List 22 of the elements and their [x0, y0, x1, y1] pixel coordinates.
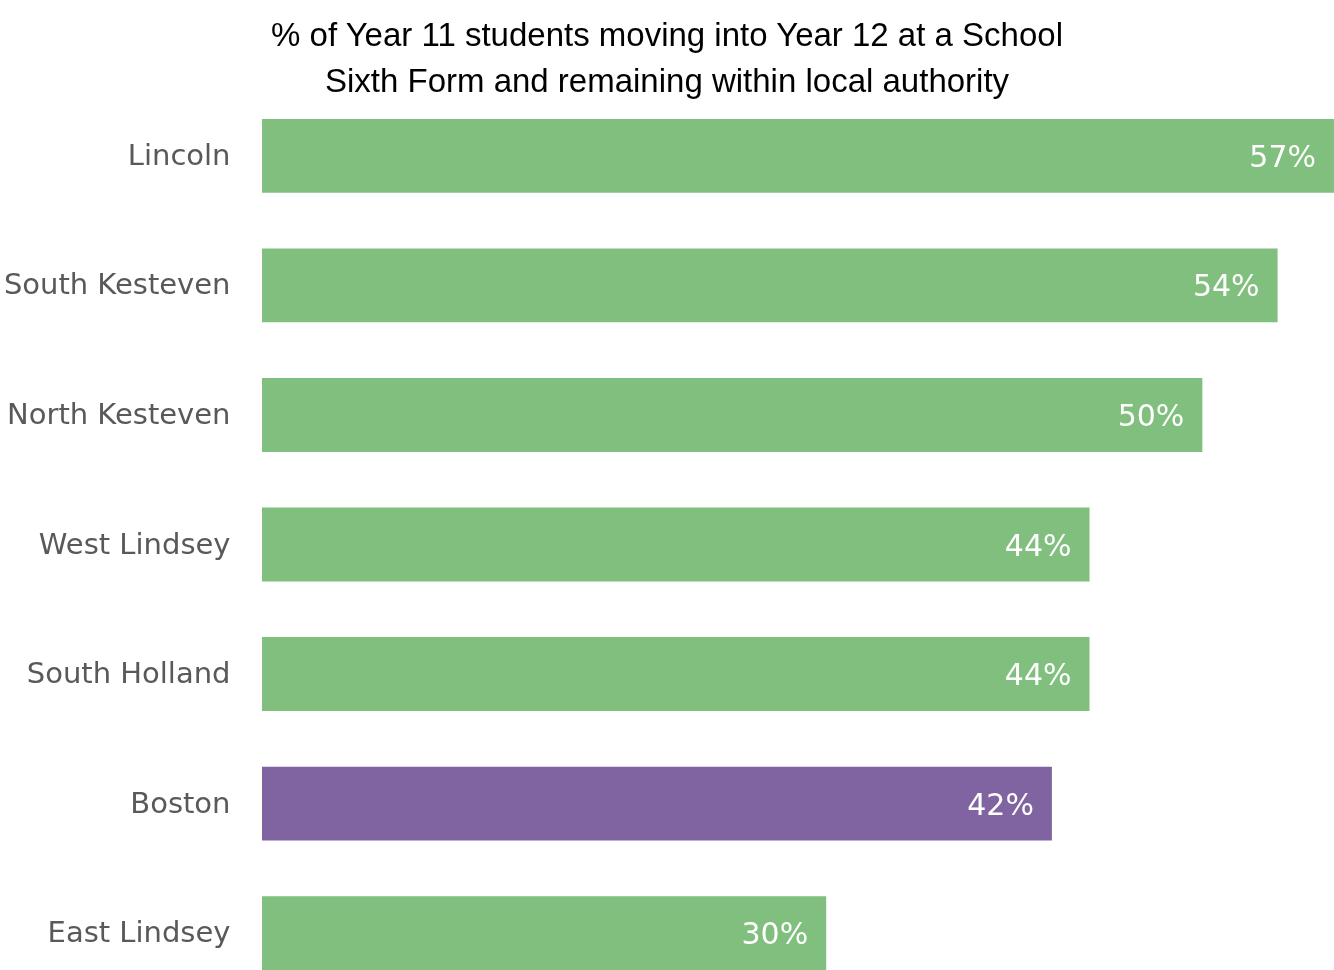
data-label: 42%: [967, 786, 1034, 822]
data-label: 50%: [1117, 397, 1185, 433]
y-tick-label: Lincoln: [127, 137, 231, 172]
bar: [262, 896, 827, 970]
text: % of Year 11 students moving into Year 12 at a School Sixth Form and remaining within local authority: [271, 16, 1063, 99]
bar: [262, 637, 1090, 711]
data-label: 54%: [1192, 268, 1260, 304]
bar: [262, 507, 1090, 582]
y-tick-label: North Kesteven: [7, 396, 231, 431]
y-tick-label: South Holland: [26, 656, 231, 691]
bar: [262, 119, 1334, 193]
bar: [262, 248, 1278, 323]
data-label: 57%: [1249, 138, 1316, 174]
y-tick-label: West Lindsey: [38, 526, 231, 561]
data-label: 30%: [741, 916, 809, 952]
data-label: 44%: [1004, 657, 1072, 693]
data-label: 44%: [1004, 527, 1072, 563]
y-tick-label: Boston: [130, 785, 231, 820]
bar: [262, 766, 1052, 841]
bar: [262, 378, 1203, 452]
y-tick-label: East Lindsey: [47, 915, 231, 950]
y-tick-label: South Kesteven: [3, 267, 231, 302]
